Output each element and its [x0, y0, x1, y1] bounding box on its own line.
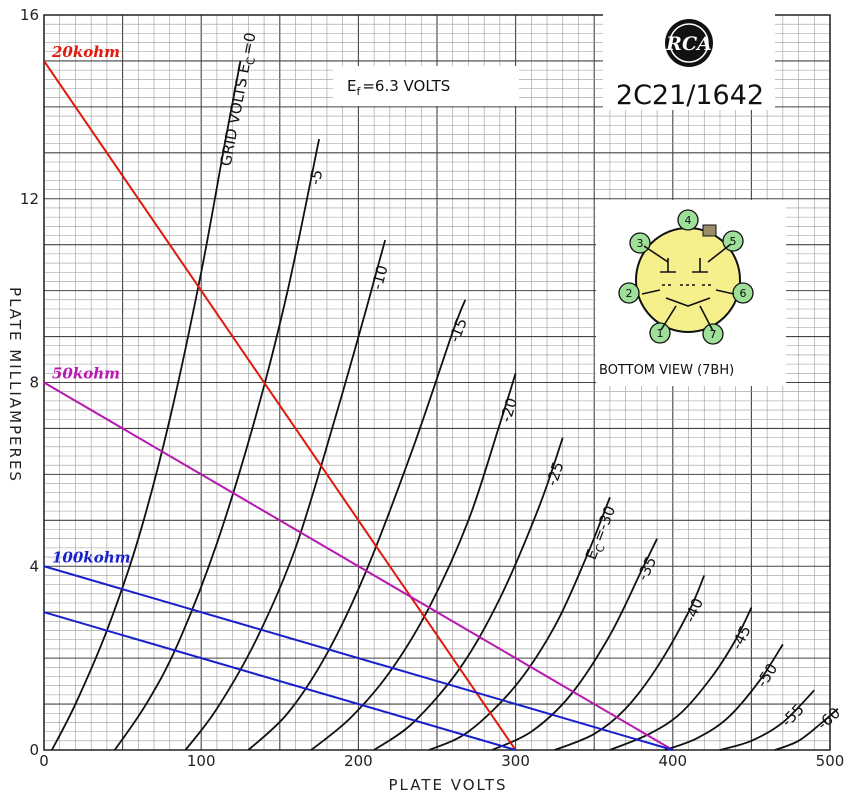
grid-voltage-curve	[428, 497, 611, 751]
grid-voltage-curve	[51, 60, 242, 751]
load-lines: 20kohm 50kohm 100kohm	[43, 43, 674, 751]
x-axis-title: PLATE VOLTS	[388, 776, 507, 794]
base-pin-number: 5	[730, 235, 737, 248]
y-tick-label: 0	[29, 741, 39, 759]
chart-grid	[43, 14, 831, 751]
base-pin-number: 2	[626, 287, 633, 300]
svg-text:-5: -5	[306, 168, 327, 186]
base-pin	[618, 282, 640, 304]
rca-logo: RCA	[665, 19, 713, 67]
svg-text:Ef=6.3 VOLTS: Ef =6.3 VOLTS	[347, 77, 450, 98]
svg-text:-40: -40	[681, 595, 707, 625]
x-tick-label: 400	[658, 752, 687, 770]
grid-voltage-curve	[774, 707, 839, 751]
tube-type-label: 2C21/1642	[616, 80, 764, 111]
base-pin-number: 3	[637, 237, 644, 250]
svg-text:-60: -60	[814, 704, 844, 734]
base-key	[702, 224, 717, 237]
load-line-label: 50kohm	[52, 365, 120, 383]
y-tick-label: 4	[29, 557, 39, 575]
curve-label: -15	[445, 315, 471, 344]
grid-voltage-curve	[554, 575, 706, 751]
grid-voltage-curve	[310, 373, 517, 751]
grid-voltage-curves: GRID VOLTS EC=0-5-10-15-20-25EC=-30-35-4…	[51, 31, 844, 751]
base-pin	[649, 322, 671, 344]
tube-base-diagram: 1 2 3 4 5 6 7 BOTTOM VIEW (7BH)	[596, 200, 786, 386]
curve-label: -60	[814, 704, 844, 734]
grid-voltage-curve	[184, 239, 386, 751]
curve-label: -20	[497, 396, 521, 425]
base-pin	[629, 232, 651, 254]
load-line	[43, 381, 674, 751]
y-tick-label: 16	[20, 6, 39, 24]
svg-text:RCA: RCA	[665, 33, 712, 55]
x-tick-label: 300	[501, 752, 530, 770]
load-line	[43, 611, 516, 751]
x-tick-label: 0	[39, 752, 49, 770]
grid-voltage-curve	[491, 538, 658, 751]
x-tick-label: 200	[344, 752, 373, 770]
grid-voltage-curve	[247, 299, 467, 751]
base-pins: 1 2 3 4 5 6 7	[618, 209, 754, 345]
svg-text:-15: -15	[445, 315, 471, 344]
curve-label: -55	[778, 700, 808, 730]
svg-text:-25: -25	[543, 459, 568, 488]
svg-text:-55: -55	[778, 700, 808, 730]
base-pin-number: 7	[710, 328, 717, 341]
grid-voltage-curve	[664, 643, 784, 751]
curve-label: -40	[681, 595, 707, 625]
y-tick-label: 12	[20, 190, 39, 208]
svg-text:EC=-30: EC=-30	[582, 503, 622, 563]
grid-voltage-curve	[373, 437, 564, 751]
x-tick-label: 500	[816, 752, 845, 770]
base-pin-number: 1	[657, 327, 664, 340]
base-caption: BOTTOM VIEW (7BH)	[599, 363, 734, 378]
y-tick-label: 8	[29, 374, 39, 392]
base-pin-number: 6	[740, 287, 747, 300]
load-line	[43, 565, 674, 751]
curve-label: -5	[306, 168, 327, 186]
y-axis-title: PLATE MILLIAMPERES	[6, 287, 24, 483]
load-line	[43, 60, 517, 751]
base-pin	[702, 323, 724, 345]
curve-label: -10	[368, 263, 392, 291]
load-line-label: 100kohm	[52, 548, 131, 566]
heater-voltage-note: Ef =6.3 VOLTS	[333, 66, 519, 106]
base-pin-number: 4	[685, 214, 692, 227]
load-line-label: 20kohm	[51, 43, 120, 61]
svg-text:-10: -10	[368, 263, 392, 291]
rca-logo-block: RCA 2C21/1642	[603, 8, 775, 111]
curve-label: -25	[543, 459, 568, 488]
svg-text:-20: -20	[497, 396, 521, 425]
curve-label: EC=-30	[582, 503, 622, 563]
base-pin	[677, 209, 699, 231]
electrode-symbols	[641, 243, 735, 332]
grid-voltage-curve	[113, 138, 320, 751]
grid-voltage-curve	[719, 689, 815, 751]
x-tick-label: 100	[187, 752, 216, 770]
